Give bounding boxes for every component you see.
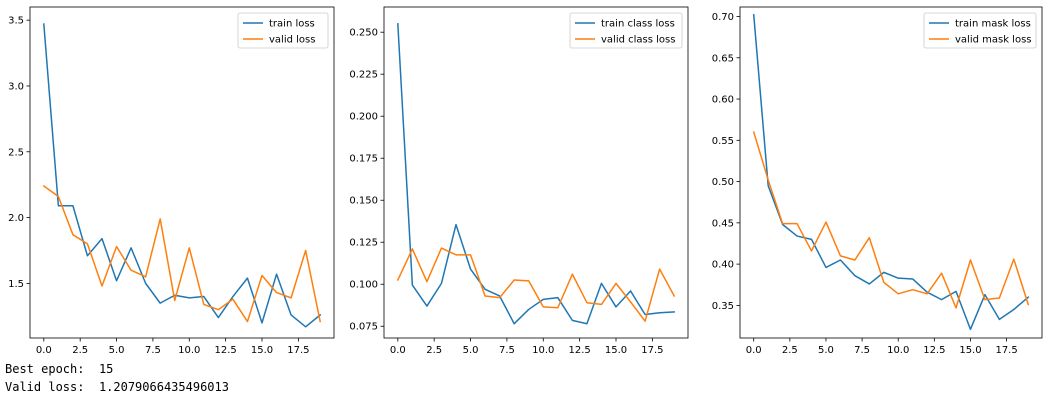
valid-loss-label: Valid loss: xyxy=(5,380,85,394)
x-tick-label: 7.5 xyxy=(499,345,515,356)
x-tick-label: 10.0 xyxy=(887,345,909,356)
series-line-2 xyxy=(396,247,676,322)
x-tick-label: 0.0 xyxy=(746,345,762,356)
x-tick-label: 12.5 xyxy=(569,345,591,356)
y-tick-label: 0.175 xyxy=(349,154,378,165)
valid-loss-output: Valid loss: 1.2079066435496013 xyxy=(5,380,229,395)
y-tick-label: 0.075 xyxy=(349,322,378,333)
y-tick-label: 0.100 xyxy=(349,280,378,291)
chart-panel-3: 0.0 2.5 5.0 7.5 10.0 12.5 15.0 17.5 0.35 0.40 0.45… xyxy=(712,6,1043,356)
y-tick-label: 3.0 xyxy=(8,81,24,92)
x-tick-label: 5.0 xyxy=(463,345,479,356)
x-tick-label: 17.5 xyxy=(641,345,663,356)
legend-label: train mask loss xyxy=(955,19,1031,30)
x-tick-label: 5.0 xyxy=(818,345,834,356)
legend: train mask loss valid mask loss xyxy=(923,12,1037,49)
x-tick-label: 2.5 xyxy=(782,345,798,356)
series-line-1 xyxy=(397,23,675,325)
x-tick-label: 15.0 xyxy=(605,345,627,356)
y-tick-label: 0.50 xyxy=(712,177,734,188)
y-tick-label: 0.35 xyxy=(712,301,734,312)
best-epoch-label: Best epoch: xyxy=(5,362,85,376)
x-tick-label: 0.0 xyxy=(390,345,406,356)
chart-panel-2: 0.0 2.5 5.0 7.5 10.0 12.5 15.0 17.5 0.075 0.100 0.… xyxy=(349,6,689,356)
x-tick-label: 2.5 xyxy=(72,345,88,356)
series-line-1 xyxy=(43,23,322,328)
y-tick-label: 2.0 xyxy=(8,213,24,224)
legend: train class loss valid class loss xyxy=(569,12,683,49)
plot-frame xyxy=(383,6,689,339)
x-tick-label: 17.5 xyxy=(287,345,309,356)
y-tick-label: 0.250 xyxy=(349,28,378,39)
series-line-1 xyxy=(752,14,1030,331)
legend-label: train class loss xyxy=(601,19,675,30)
legend-label: train loss xyxy=(269,19,315,30)
y-tick-label: 0.200 xyxy=(349,112,378,123)
x-tick-label: 2.5 xyxy=(426,345,442,356)
y-tick-label: 0.60 xyxy=(712,95,734,106)
x-tick-label: 10.0 xyxy=(532,345,554,356)
best-epoch-output: Best epoch: 15 xyxy=(5,362,113,377)
x-tick-label: 5.0 xyxy=(109,345,125,356)
legend-label: valid loss xyxy=(269,35,315,46)
plot-frame xyxy=(739,6,1043,339)
legend: train loss valid loss xyxy=(237,12,329,49)
x-tick-label: 7.5 xyxy=(854,345,870,356)
legend-label: valid class loss xyxy=(601,35,675,46)
x-tick-label: 15.0 xyxy=(959,345,981,356)
y-tick-label: 3.5 xyxy=(8,16,24,27)
x-tick-label: 15.0 xyxy=(251,345,273,356)
plot-frame xyxy=(29,6,335,339)
y-tick-label: 0.40 xyxy=(712,260,734,271)
y-tick-label: 0.65 xyxy=(712,53,734,64)
x-tick-label: 7.5 xyxy=(145,345,161,356)
y-tick-label: 0.70 xyxy=(712,12,734,23)
x-tick-label: 0.0 xyxy=(36,345,52,356)
series-line-2 xyxy=(752,131,1030,309)
y-tick-label: 2.5 xyxy=(8,147,24,158)
y-tick-label: 0.55 xyxy=(712,136,734,147)
chart-panel-1: 0.0 2.5 5.0 7.5 10.0 12.5 15.0 17.5 1.5 2.0 2.5 3.0… xyxy=(8,6,335,356)
y-tick-label: 0.150 xyxy=(349,196,378,207)
x-tick-label: 17.5 xyxy=(995,345,1017,356)
best-epoch-value: 15 xyxy=(98,362,114,376)
series-line-2 xyxy=(42,184,322,323)
y-tick-label: 0.45 xyxy=(712,218,734,229)
x-tick-label: 12.5 xyxy=(923,345,945,356)
loss-charts-figure: 0.0 2.5 5.0 7.5 10.0 12.5 15.0 17.5 1.5 2.0 2.5 3.0… xyxy=(8,6,1043,356)
legend-label: valid mask loss xyxy=(955,35,1032,46)
x-tick-label: 10.0 xyxy=(178,345,200,356)
legend-box xyxy=(569,12,683,49)
y-tick-label: 0.125 xyxy=(349,238,378,249)
valid-loss-value: 1.2079066435496013 xyxy=(98,380,229,394)
y-tick-label: 1.5 xyxy=(8,279,24,290)
x-tick-label: 12.5 xyxy=(215,345,237,356)
legend-box xyxy=(923,12,1037,49)
y-tick-label: 0.225 xyxy=(349,70,378,81)
